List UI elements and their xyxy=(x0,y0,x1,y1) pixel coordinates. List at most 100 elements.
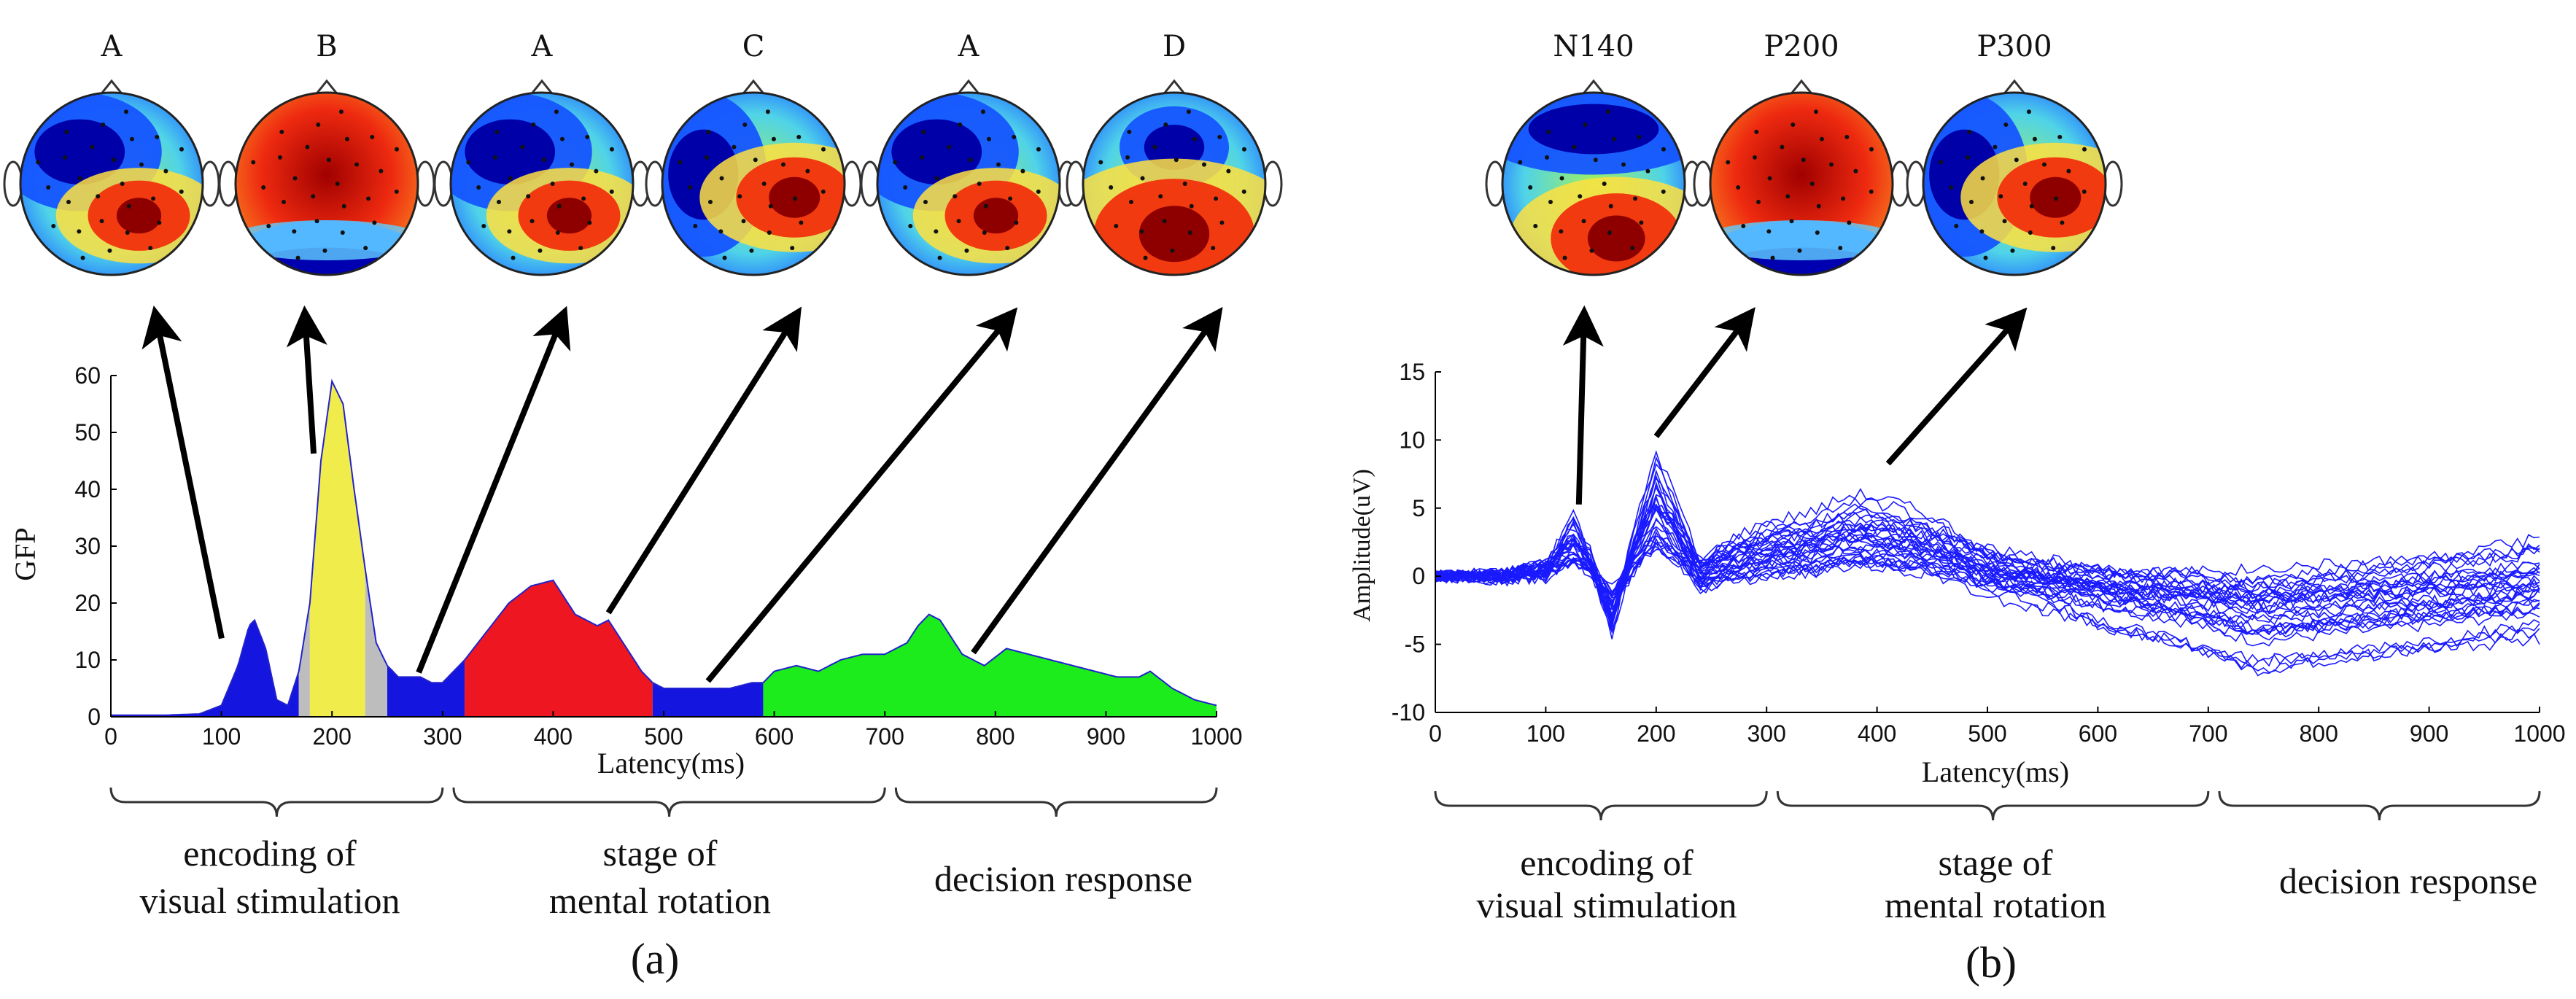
gfp-xtick-label: 100 xyxy=(202,723,241,750)
electrode-dot xyxy=(1158,194,1163,199)
map-label: C xyxy=(742,30,765,63)
electrode-dot xyxy=(538,248,543,253)
electrode-dot xyxy=(157,220,162,225)
head-outline xyxy=(876,91,1061,276)
electrode-dot xyxy=(722,255,727,260)
electrode-dot xyxy=(1847,220,1852,225)
electrode-dot xyxy=(531,122,536,127)
brace-decision xyxy=(2218,790,2541,821)
electrode-dot xyxy=(1756,199,1761,204)
electrode-dot xyxy=(1983,255,1988,260)
erp-xtick-label: 600 xyxy=(2079,720,2117,747)
erp-xtick-label: 800 xyxy=(2300,720,2338,747)
brace-rotation xyxy=(452,787,886,817)
electrode-dot xyxy=(953,194,958,199)
erp-xtick-label: 100 xyxy=(1526,720,1565,747)
electrode-dot xyxy=(799,220,804,225)
erp-lines xyxy=(1435,450,2540,677)
left-ear-icon xyxy=(3,160,23,207)
electrode-dot xyxy=(139,162,144,167)
electrode-dot xyxy=(1544,155,1549,160)
electrode-dot xyxy=(688,185,693,190)
electrode-dot xyxy=(1528,185,1533,190)
map-blue-core xyxy=(1528,104,1659,155)
electrode-dot xyxy=(1841,196,1846,201)
head-map-0: A xyxy=(3,30,220,276)
map-red-core xyxy=(116,198,162,234)
electrode-dot xyxy=(1192,136,1197,141)
electrode-dot xyxy=(370,134,375,139)
electrode-dot xyxy=(1202,162,1207,167)
electrode-dot xyxy=(796,134,802,139)
erp-ytick-label: 0 xyxy=(1412,563,1425,589)
electrode-dot xyxy=(1173,158,1179,163)
electrode-dot xyxy=(771,136,776,141)
electrode-dot xyxy=(123,109,128,114)
erp-xtick-label: 700 xyxy=(2189,720,2227,747)
electrode-dot xyxy=(279,129,284,134)
map-red-core xyxy=(1138,206,1210,263)
electrode-dot xyxy=(494,129,500,134)
erp-ytick-label: -5 xyxy=(1405,631,1425,658)
erp-channel-line xyxy=(1435,474,2540,617)
gfp-xtick-label: 1000 xyxy=(1190,723,1242,750)
gfp-segment-gray xyxy=(365,569,387,717)
electrode-dot xyxy=(2082,189,2087,194)
electrode-dot xyxy=(363,246,368,251)
electrode-dot xyxy=(977,182,982,186)
electrode-dot xyxy=(1780,144,1785,149)
electrode-dot xyxy=(753,158,758,163)
electrode-dot xyxy=(1829,162,1834,167)
electrode-dot xyxy=(1736,185,1741,190)
electrode-dot xyxy=(155,134,160,139)
electrode-dot xyxy=(1645,168,1650,174)
stage-a-1-line2: visual stimulation xyxy=(140,880,400,921)
electrode-dot xyxy=(1967,129,1972,134)
electrode-dot xyxy=(179,189,184,194)
electrode-dot xyxy=(1518,160,1523,165)
electrode-dot xyxy=(1211,246,1216,251)
head-map-11: P200 xyxy=(1693,30,1910,276)
electrode-dot xyxy=(120,182,125,186)
arrow-to-map-0 xyxy=(141,306,225,640)
electrode-dot xyxy=(767,230,772,236)
electrode-dot xyxy=(704,155,709,160)
electrode-dot xyxy=(1816,203,1821,209)
stage-b-2-line2: mental rotation xyxy=(1885,885,2106,925)
stage-braces-b xyxy=(1434,790,2541,821)
gfp-xtick-label: 0 xyxy=(104,723,117,750)
electrode-dot xyxy=(1853,168,1858,174)
head-map-4: A xyxy=(860,30,1077,276)
electrode-dot xyxy=(1572,144,1577,149)
electrode-dot xyxy=(585,134,590,139)
electrode-dot xyxy=(968,158,973,163)
electrode-dot xyxy=(1014,220,1019,225)
electrode-dot xyxy=(1163,122,1168,127)
left-ear-icon xyxy=(1693,160,1713,207)
gfp-segment-red xyxy=(465,580,653,717)
electrode-dot xyxy=(90,144,95,149)
electrode-dot xyxy=(1813,109,1818,114)
electrode-dot xyxy=(1607,230,1612,236)
electrode-dot xyxy=(1791,122,1796,127)
electrode-dot xyxy=(893,160,898,165)
electrode-dot xyxy=(526,194,531,199)
electrode-dot xyxy=(64,129,69,134)
electrode-dot xyxy=(1980,176,1985,181)
electrode-dot xyxy=(1789,219,1794,224)
erp-xtick-label: 200 xyxy=(1637,720,1675,747)
electrode-dot xyxy=(980,109,985,114)
map-red-core xyxy=(1587,215,1645,262)
right-ear-icon xyxy=(842,160,862,207)
left-ear-icon xyxy=(218,160,238,207)
electrode-dot xyxy=(1637,134,1642,139)
gfp-xtick-label: 300 xyxy=(423,723,462,750)
electrode-dot xyxy=(678,160,683,165)
head-map-5: D xyxy=(1066,30,1283,276)
head-map-1: B xyxy=(218,30,435,276)
electrode-dot xyxy=(508,176,513,181)
electrode-dot xyxy=(2026,109,2031,114)
map-label: D xyxy=(1163,30,1186,63)
electrode-dot xyxy=(982,230,987,236)
electrode-dot xyxy=(1241,147,1246,152)
